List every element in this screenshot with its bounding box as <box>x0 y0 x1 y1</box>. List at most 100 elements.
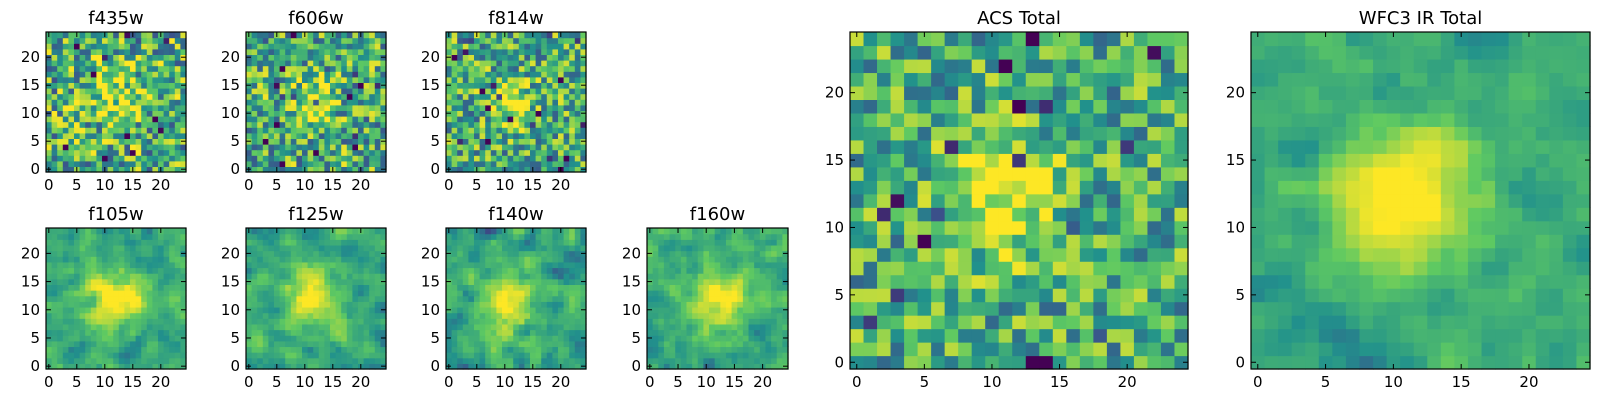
heatmap-cell <box>877 261 892 276</box>
heatmap-cell <box>318 357 325 364</box>
heatmap-cell <box>1106 220 1121 235</box>
heatmap-cell <box>296 60 303 67</box>
heatmap-cell <box>530 318 537 325</box>
heatmap-cell <box>158 132 165 139</box>
heatmap-cell <box>330 138 337 145</box>
heatmap-cell <box>776 306 783 314</box>
heatmap-cell <box>474 290 481 297</box>
heatmap-cell <box>257 88 264 95</box>
heatmap-cell <box>324 278 331 285</box>
heatmap-cell <box>68 48 75 55</box>
heatmap-cell <box>130 323 137 331</box>
heatmap-cell <box>163 116 170 123</box>
heatmap-cell <box>513 149 520 156</box>
heatmap-cell <box>765 261 772 269</box>
heatmap-cell <box>90 261 97 269</box>
heatmap-cell <box>457 239 464 246</box>
heatmap-cell <box>1039 247 1054 262</box>
heatmap-cell <box>541 329 548 336</box>
heatmap-cell <box>352 132 359 139</box>
heatmap-cell <box>490 138 497 145</box>
heatmap-cell <box>374 54 381 61</box>
heatmap-cell <box>330 54 337 61</box>
heatmap-cell <box>251 352 258 359</box>
heatmap-cell <box>541 82 548 89</box>
heatmap-cell <box>502 318 509 325</box>
heatmap-cell <box>302 60 309 67</box>
heatmap-cell <box>737 363 744 370</box>
heatmap-cell <box>496 346 503 353</box>
heatmap-cell <box>518 346 525 353</box>
heatmap-cell <box>135 352 142 359</box>
heatmap-cell <box>490 273 497 280</box>
heatmap-cell <box>113 278 120 285</box>
heatmap-cell <box>485 99 492 106</box>
heatmap-cell <box>90 104 97 111</box>
heatmap-cell <box>346 323 353 331</box>
heatmap-cell <box>1133 220 1149 235</box>
heatmap-cell <box>462 160 469 167</box>
heatmap-cell <box>502 93 509 100</box>
heatmap-cell <box>474 138 481 145</box>
heatmap-cell <box>374 329 381 336</box>
heatmap-cell <box>262 318 269 325</box>
heatmap-cell <box>262 352 269 359</box>
heatmap-cell <box>485 37 492 44</box>
heatmap-cell <box>485 149 492 156</box>
heatmap-cell <box>709 273 716 280</box>
heatmap-cell <box>57 239 64 246</box>
heatmap-cell <box>352 352 359 359</box>
heatmap-cell <box>369 65 376 72</box>
heatmap-cell <box>658 278 665 285</box>
heatmap-cell <box>496 244 503 252</box>
heatmap-cell <box>765 335 772 342</box>
heatmap-cell <box>580 261 587 269</box>
heatmap-cell <box>580 267 587 274</box>
heatmap-cell <box>748 352 755 359</box>
heatmap-cell <box>513 261 520 269</box>
heatmap-cell <box>369 244 376 252</box>
axes-frame <box>245 227 387 370</box>
heatmap-cell <box>352 71 359 78</box>
heatmap-cell <box>513 155 520 162</box>
heatmap-cell <box>274 284 281 291</box>
heatmap-cell <box>754 312 761 319</box>
heatmap-cell <box>530 121 537 128</box>
heatmap-cell <box>513 239 520 246</box>
heatmap-cell <box>296 250 303 257</box>
heatmap-cell <box>374 48 381 55</box>
heatmap-cell <box>917 180 932 195</box>
heatmap-cell <box>958 207 973 222</box>
heatmap-cell <box>180 290 187 297</box>
heatmap-cell <box>268 228 275 235</box>
heatmap-cell <box>546 76 553 83</box>
heatmap-cell <box>135 363 142 370</box>
heatmap-cell <box>569 244 576 252</box>
heatmap-cell <box>669 261 676 269</box>
heatmap-cell <box>720 335 727 342</box>
heatmap-cell <box>737 267 744 274</box>
heatmap-cell <box>330 43 337 50</box>
heatmap-cell <box>546 363 553 370</box>
heatmap-cell <box>958 180 973 195</box>
heatmap-cell <box>118 346 125 353</box>
heatmap-cell <box>318 160 325 167</box>
heatmap-cell <box>79 88 86 95</box>
heatmap-cell <box>130 273 137 280</box>
heatmap-cell <box>341 110 348 117</box>
heatmap-cell <box>346 88 353 95</box>
heatmap-cell <box>513 301 520 308</box>
heatmap-cell <box>1133 274 1149 289</box>
heatmap-cell <box>274 71 281 78</box>
heatmap-cell <box>513 284 520 291</box>
heatmap-cell <box>558 301 565 308</box>
heatmap-cell <box>675 312 682 319</box>
heatmap-cell <box>302 250 309 257</box>
heatmap-cell <box>46 329 53 336</box>
heatmap-cell <box>669 284 676 291</box>
heatmap-cell <box>380 340 387 348</box>
heatmap-cell <box>524 290 531 297</box>
heatmap-cell <box>341 132 348 139</box>
heatmap-cell <box>74 318 81 325</box>
